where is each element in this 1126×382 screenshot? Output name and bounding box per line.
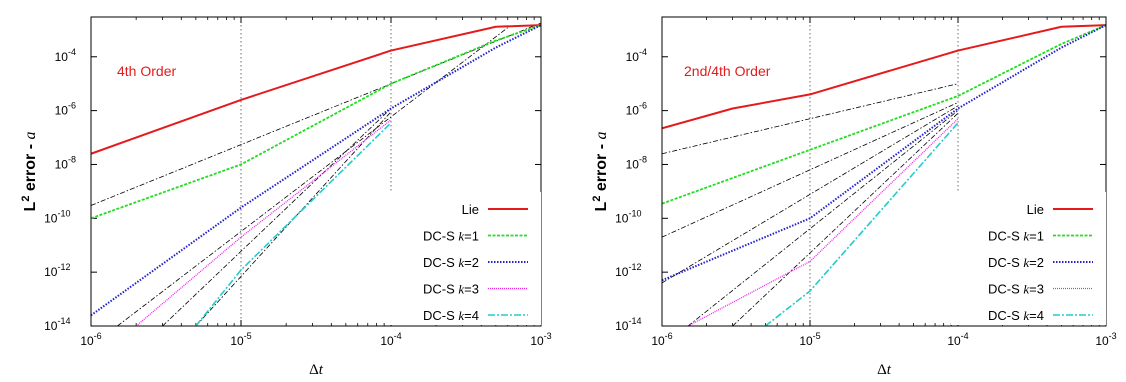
series-line-dc-s-k-4 — [765, 123, 958, 326]
y-tick-label: 10-6 — [55, 101, 76, 118]
x-tick-label: 10-5 — [799, 331, 820, 348]
y-tick-label: 10-4 — [626, 47, 647, 64]
y-tick-label: 10-14 — [44, 316, 70, 333]
legend-label: Lie — [462, 202, 479, 217]
series-line-dc-s-k-3 — [136, 120, 391, 326]
series-line-dc-s-k-1 — [662, 25, 1106, 204]
y-tick-label: 10-8 — [626, 154, 647, 171]
x-axis-label: Δt — [309, 362, 324, 378]
legend-label: DC-S k=4 — [988, 308, 1044, 323]
legend-label: DC-S k=1 — [988, 229, 1044, 244]
y-tick-label: 10-10 — [44, 208, 70, 225]
x-tick-label: 10-5 — [230, 331, 251, 348]
reference-line — [662, 106, 958, 283]
legend-label: DC-S k=3 — [988, 282, 1044, 297]
y-axis-label: L2 error - a — [591, 132, 610, 212]
y-tick-label: 10-10 — [615, 208, 641, 225]
y-tick-label: 10-12 — [615, 262, 641, 279]
series-line-lie — [91, 25, 541, 154]
order-annotation: 2nd/4th Order — [684, 63, 771, 79]
reference-line — [733, 113, 958, 326]
y-tick-label: 10-12 — [44, 262, 70, 279]
chart-panel-2: 10-6 10-5 10-4 10-3 10-14 10-12 10-10 10-8 10-6 1… — [591, 17, 1117, 378]
x-tick-label: 10-3 — [530, 331, 551, 348]
legend-label: Lie — [1027, 202, 1044, 217]
reference-line — [163, 108, 391, 326]
x-tick-label: 10-4 — [947, 331, 968, 348]
legend-label: DC-S k=2 — [423, 255, 479, 270]
x-axis-label: Δt — [877, 362, 892, 378]
legend: Lie DC-S k=1 DC-S k=2 DC-S k=3 DC-S k=4 — [386, 192, 541, 325]
series-line-dc-s-k-4 — [196, 123, 391, 326]
legend-label: DC-S k=3 — [423, 282, 479, 297]
legend-label: DC-S k=1 — [423, 229, 479, 244]
legend-label: DC-S k=2 — [988, 255, 1044, 270]
series-line-dc-s-k-3 — [688, 119, 958, 326]
x-tick-label: 10-6 — [80, 331, 101, 348]
y-axis-label: L2 error - a — [20, 132, 39, 212]
x-tick-label: 10-4 — [380, 331, 401, 348]
y-tick-label: 10-4 — [55, 47, 76, 64]
legend: Lie DC-S k=1 DC-S k=2 DC-S k=3 DC-S k=4 — [951, 192, 1106, 325]
y-tick-label: 10-6 — [626, 101, 647, 118]
y-tick-label: 10-14 — [615, 316, 641, 333]
order-annotation: 4th Order — [117, 63, 176, 79]
reference-line — [688, 111, 958, 326]
chart-panel-1: 10-6 10-5 10-4 10-3 10-14 10-12 10-10 10-8 10-6 1… — [20, 17, 552, 378]
legend-label: DC-S k=4 — [423, 308, 479, 323]
x-tick-label: 10-3 — [1095, 331, 1116, 348]
y-tick-label: 10-8 — [55, 154, 76, 171]
x-tick-label: 10-6 — [651, 331, 672, 348]
